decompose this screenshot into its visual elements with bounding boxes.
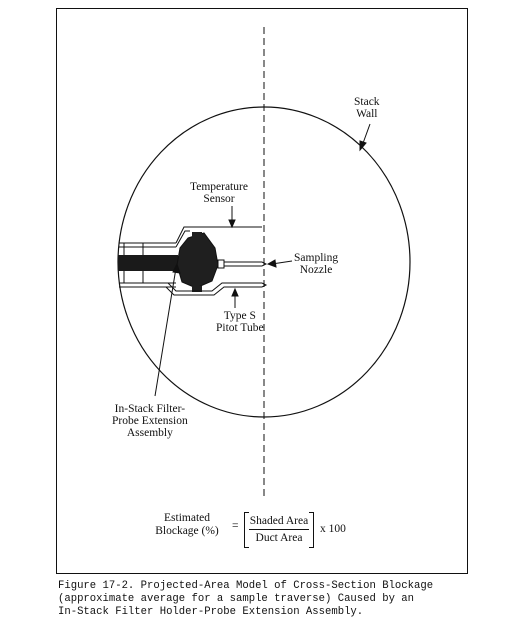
filter-holder-bottom-flange [192,286,202,292]
stack-wall-arrowhead [359,140,367,152]
pitot-tube-label: Type S Pitot Tube [216,310,264,334]
temperature-sensor-label: Temperature Sensor [190,181,248,205]
figure-caption: Figure 17-2. Projected-Area Model of Cro… [58,580,518,619]
shaded-extension-rod [118,255,178,271]
formula-denominator: Duct Area [255,532,303,544]
sampling-nozzle-arrowhead [266,259,277,268]
sampling-nozzle-label: Sampling Nozzle [294,252,339,276]
caption-line-2: (approximate average for a sample traver… [58,593,415,605]
pitot-tube-arrowhead [231,287,239,297]
temperature-sensor-line [175,226,262,244]
formula-left-bracket [244,512,249,548]
sampling-nozzle [224,261,268,267]
formula-equals: = [232,520,239,532]
filter-assembly-leader [154,267,177,397]
stack-wall-label: Stack Wall [354,96,380,120]
formula-numerator: Shaded Area [249,515,309,527]
pitot-tube [119,282,268,296]
filter-holder-outlet [217,259,225,269]
formula-multiplier: x 100 [320,523,346,535]
formula-fraction: Shaded Area Duct Area [244,512,314,548]
temperature-sensor-line-inner [175,230,190,248]
formula-fraction-bar [249,529,309,530]
filter-assembly-label: In-Stack Filter- Probe Extension Assembl… [112,403,188,439]
caption-line-3: In-Stack Filter Holder-Probe Extension A… [58,606,364,618]
filter-holder-top-flange [192,232,202,238]
temperature-sensor-arrowhead [228,219,236,229]
formula-right-bracket [309,512,314,548]
filter-assembly-arrowhead [172,262,181,274]
filter-holder-body [176,232,219,289]
caption-line-1: Figure 17-2. Projected-Area Model of Cro… [58,580,434,592]
formula-left-side: Estimated Blockage (%) [155,512,219,537]
figure-frame [56,8,468,574]
